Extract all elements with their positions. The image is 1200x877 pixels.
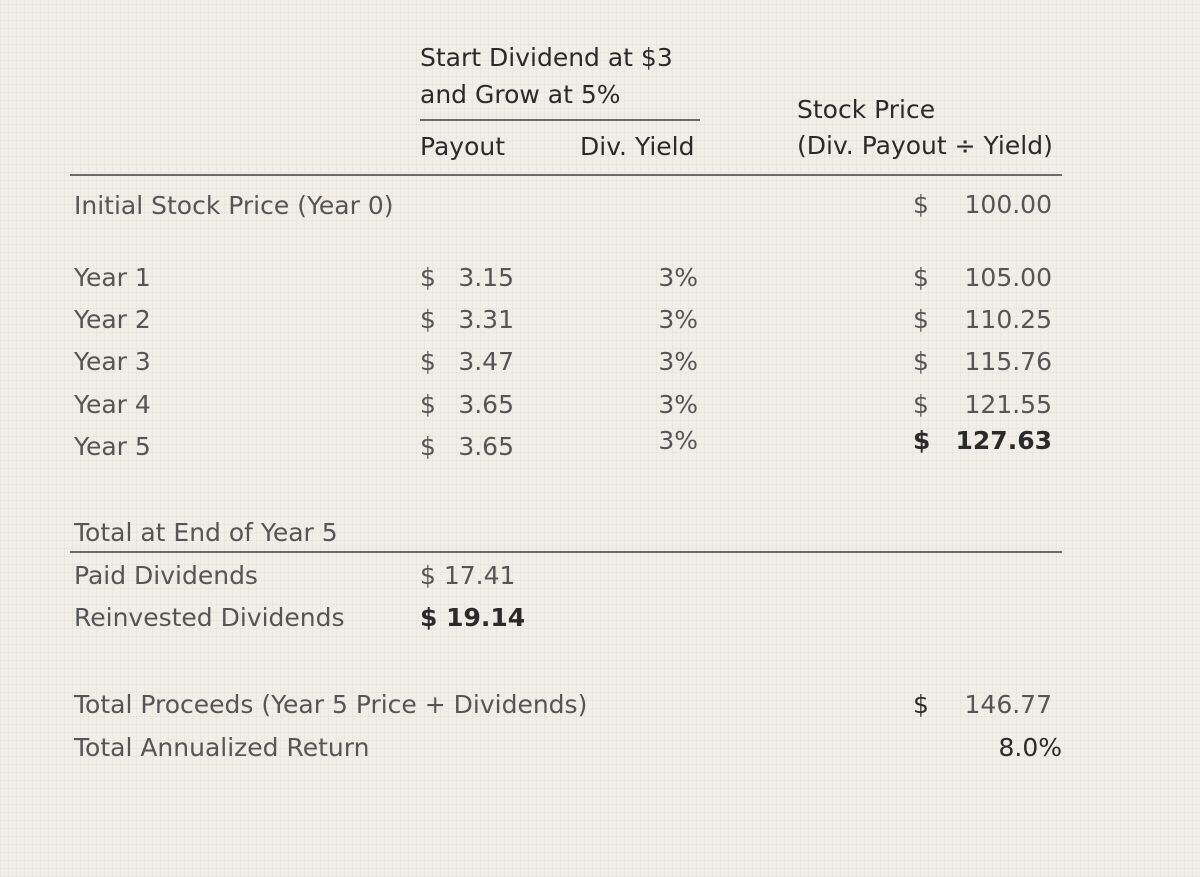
price-currency: $ — [913, 390, 929, 419]
group-title-line1: Start Dividend at $3 — [420, 43, 673, 72]
payout-value: 3.65 — [458, 390, 514, 419]
payout-currency: $ — [420, 305, 436, 334]
totals-title: Total at End of Year 5 — [74, 518, 338, 547]
payout-value: 3.47 — [458, 347, 514, 376]
price-value: 105.00 — [964, 263, 1052, 292]
yield-header: Div. Yield — [580, 132, 695, 161]
annualized-return-label: Total Annualized Return — [74, 733, 370, 762]
payout-currency: $ — [420, 263, 436, 292]
initial-price-label: Initial Stock Price (Year 0) — [74, 191, 394, 220]
price-header-line2: (Div. Payout ÷ Yield) — [797, 131, 1053, 160]
group-title-line2: and Grow at 5% — [420, 80, 621, 109]
price-header-line1: Stock Price — [797, 95, 936, 124]
paid-dividends-label: Paid Dividends — [74, 561, 258, 590]
price-currency: $ — [913, 347, 929, 376]
total-proceeds-value: 146.77 — [964, 690, 1052, 719]
year-label: Year 3 — [74, 347, 151, 376]
initial-price-currency: $ — [913, 190, 929, 219]
price-value: 127.63 — [955, 426, 1052, 455]
yield-value: 3% — [658, 347, 698, 376]
annualized-return-value: 8.0% — [998, 733, 1062, 762]
price-currency: $ — [913, 305, 929, 334]
price-value: 115.76 — [964, 347, 1052, 376]
group-title-divider — [420, 119, 700, 121]
year-label: Year 4 — [74, 390, 151, 419]
year-label: Year 1 — [74, 263, 151, 292]
total-proceeds-label: Total Proceeds (Year 5 Price + Dividends… — [74, 690, 588, 719]
total-proceeds-currency: $ — [913, 690, 929, 719]
payout-currency: $ — [420, 432, 436, 461]
year-label: Year 2 — [74, 305, 151, 334]
paid-dividends-value: $ 17.41 — [420, 561, 516, 590]
price-currency: $ — [913, 263, 929, 292]
payout-value: 3.65 — [458, 432, 514, 461]
yield-value: 3% — [658, 390, 698, 419]
yield-value: 3% — [658, 426, 698, 455]
price-value: 121.55 — [964, 390, 1052, 419]
payout-currency: $ — [420, 347, 436, 376]
reinvested-dividends-label: Reinvested Dividends — [74, 603, 345, 632]
payout-header: Payout — [420, 132, 506, 161]
payout-currency: $ — [420, 390, 436, 419]
payout-value: 3.31 — [458, 305, 514, 334]
price-currency: $ — [913, 426, 931, 455]
price-value: 110.25 — [964, 305, 1052, 334]
payout-value: 3.15 — [458, 263, 514, 292]
reinvested-dividends-value: $ 19.14 — [420, 603, 526, 632]
initial-price-value: 100.00 — [964, 190, 1052, 219]
year-label: Year 5 — [74, 432, 151, 461]
yield-value: 3% — [658, 305, 698, 334]
totals-divider — [70, 551, 1062, 553]
yield-value: 3% — [658, 263, 698, 292]
header-divider — [70, 174, 1062, 176]
